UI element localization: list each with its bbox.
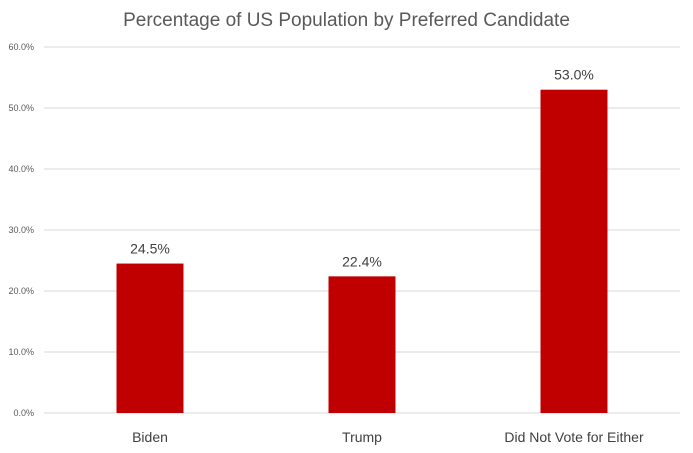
y-tick-label-4: 40.0% bbox=[8, 164, 34, 174]
bar-2 bbox=[540, 89, 608, 413]
chart-title: Percentage of US Population by Preferred… bbox=[123, 10, 570, 31]
data-label-0: 24.5% bbox=[130, 241, 170, 257]
y-tick-label-1: 10.0% bbox=[8, 347, 34, 357]
data-label-2: 53.0% bbox=[554, 67, 594, 83]
data-label-1: 22.4% bbox=[342, 253, 382, 269]
bars bbox=[116, 89, 608, 413]
bar-0 bbox=[116, 263, 184, 413]
x-tick-label-1: Trump bbox=[342, 429, 382, 445]
x-tick-label-2: Did Not Vote for Either bbox=[504, 429, 644, 445]
y-tick-label-5: 50.0% bbox=[8, 103, 34, 113]
y-tick-label-2: 20.0% bbox=[8, 286, 34, 296]
y-tick-label-3: 30.0% bbox=[8, 225, 34, 235]
y-tick-label-0: 0.0% bbox=[13, 408, 34, 418]
bar-1 bbox=[328, 276, 396, 413]
x-tick-label-0: Biden bbox=[132, 429, 168, 445]
labels: 0.0% 10.0% 20.0% 30.0% 40.0% 50.0% 60.0% 24.5% B… bbox=[8, 42, 644, 445]
y-tick-label-6: 60.0% bbox=[8, 42, 34, 52]
